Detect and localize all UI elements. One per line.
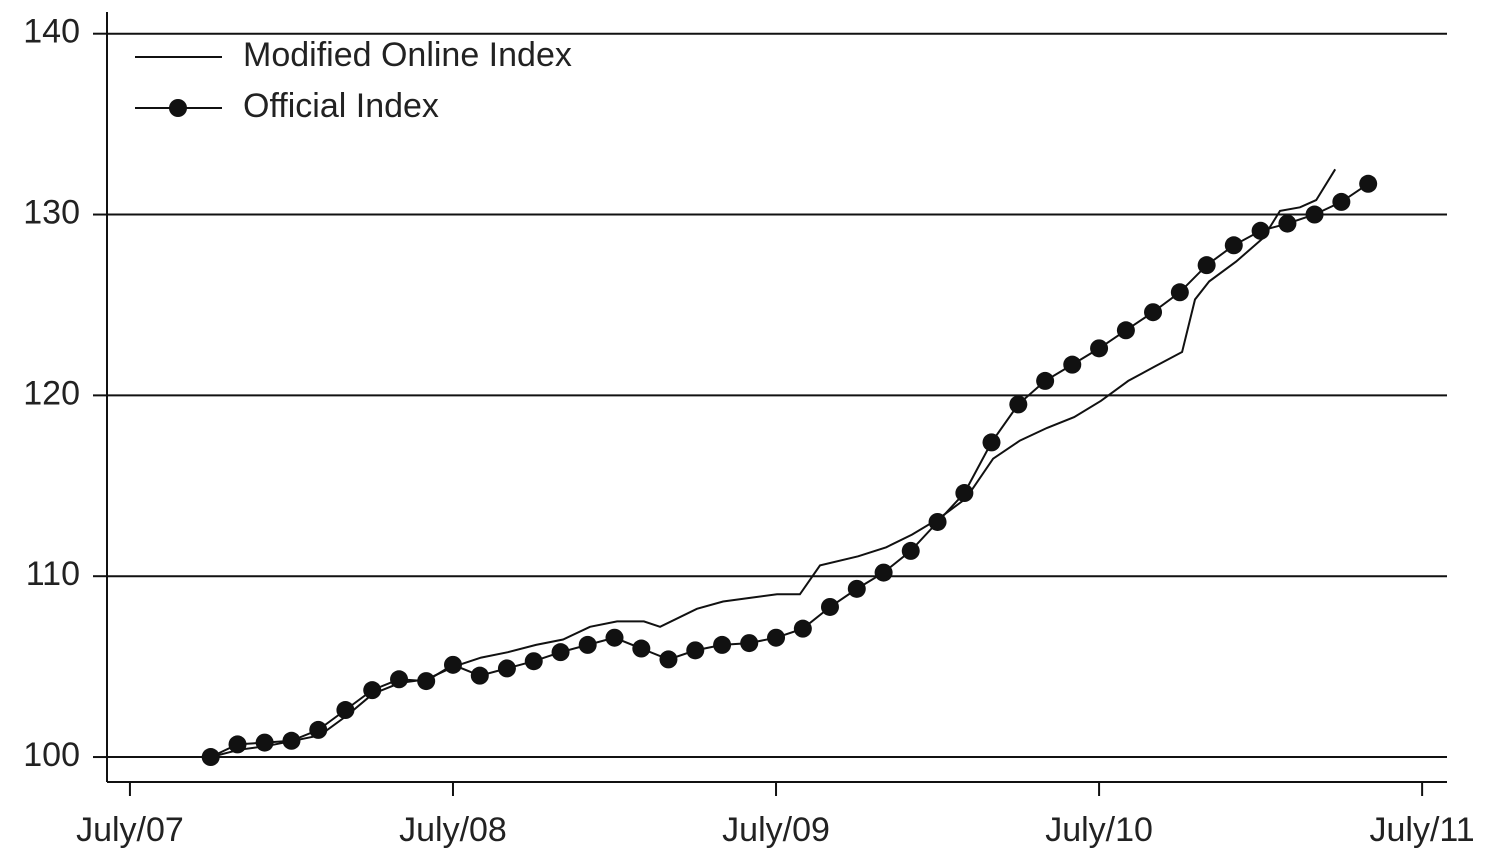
data-point [551,643,570,662]
data-point [282,731,301,750]
data-point [1251,221,1270,240]
data-point [1170,283,1189,302]
data-point [524,652,543,671]
series-line [210,168,1337,758]
data-point [363,681,382,700]
data-point [417,672,436,691]
x-tick-label: July/09 [722,811,830,849]
data-point [578,635,597,654]
data-point [1359,174,1378,193]
data-point [955,484,974,503]
data-point [309,720,328,739]
data-point [228,735,247,754]
data-point [740,634,759,653]
series-line [210,182,1369,758]
data-point [686,641,705,660]
data-point [659,650,678,669]
y-tick-label: 130 [23,194,80,232]
data-point [1144,303,1163,322]
data-point [255,733,274,752]
data-point [847,579,866,598]
data-point [1278,214,1297,233]
data-point [201,748,220,767]
data-point [928,512,947,531]
y-tick-label: 100 [23,736,80,774]
data-point [1036,371,1055,390]
legend-label: Modified Online Index [243,36,572,74]
data-point [470,666,489,685]
data-point [713,635,732,654]
y-tick-label: 120 [23,374,80,412]
data-point [390,670,409,689]
data-point [1116,321,1135,340]
data-point [1009,395,1028,414]
legend-marker [169,99,187,117]
data-point [443,655,462,674]
x-tick-label: July/10 [1045,811,1153,849]
y-tick-label: 140 [23,13,80,51]
data-point [1332,192,1351,211]
data-point [820,597,839,616]
data-point [336,701,355,720]
data-point [632,639,651,658]
data-point [767,628,786,647]
data-point [901,541,920,560]
x-tick-label: July/07 [76,811,184,849]
x-tick-label: July/11 [1370,811,1475,849]
x-tick-label: July/08 [399,811,507,849]
y-tick-label: 110 [26,555,80,593]
data-point [1224,236,1243,255]
data-point [1090,339,1109,358]
data-point [605,628,624,647]
data-point [982,433,1001,452]
data-point [874,563,893,582]
data-point [1197,256,1216,275]
legend-label: Official Index [243,87,439,125]
data-point [1063,355,1082,374]
data-point [1305,205,1324,224]
data-point [793,619,812,638]
data-point [497,659,516,678]
